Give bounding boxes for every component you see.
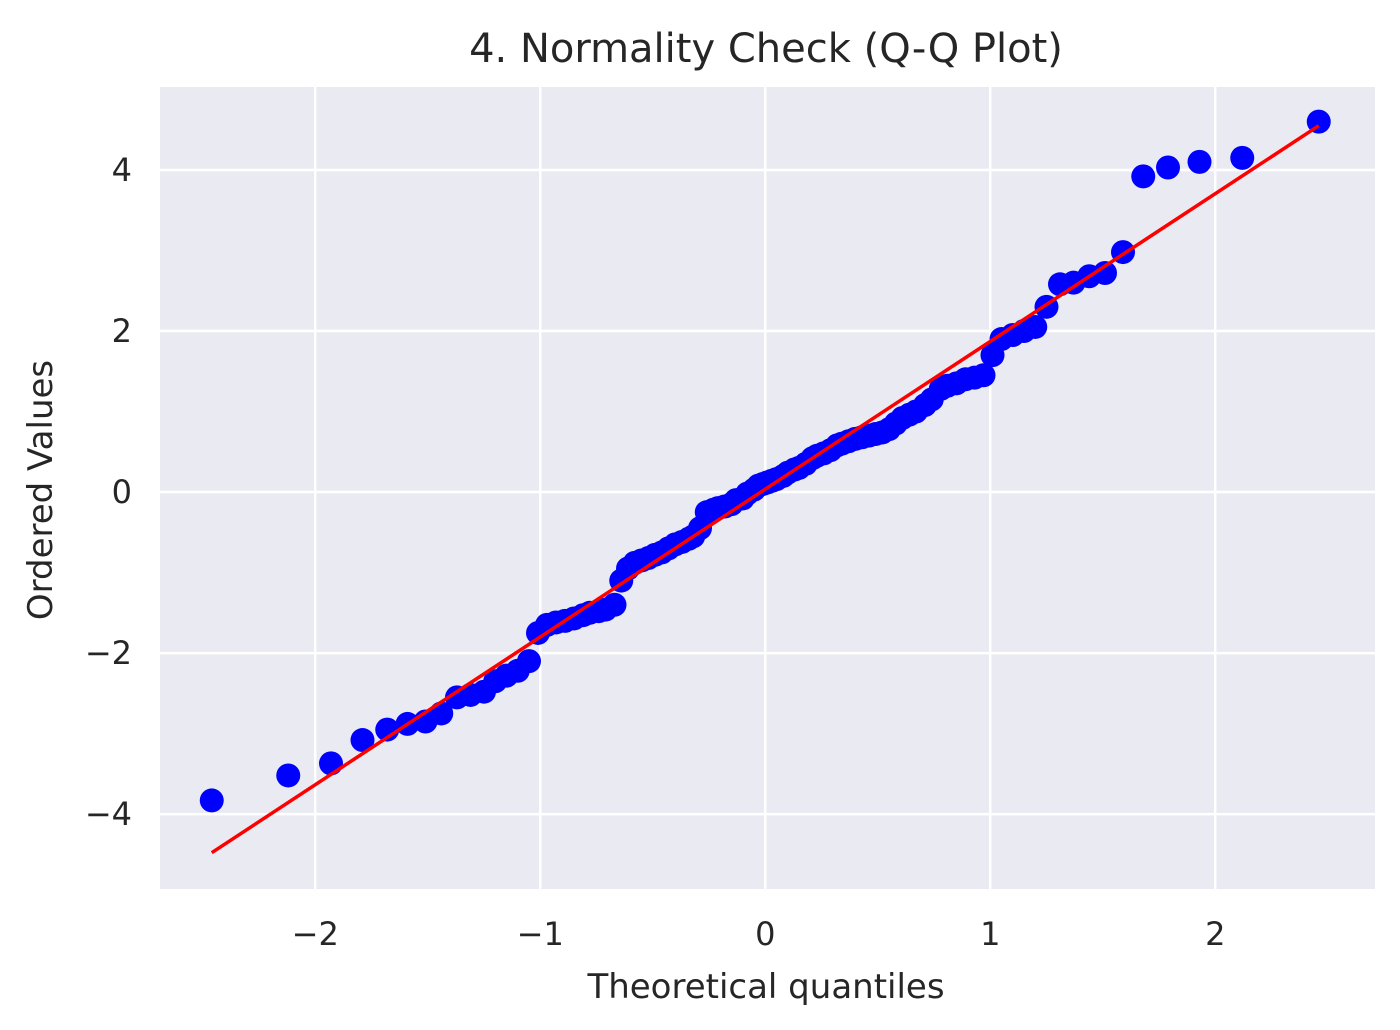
y-axis-label: Ordered Values: [21, 360, 61, 620]
x-tick-label: 2: [1205, 915, 1225, 953]
data-point: [1187, 149, 1212, 174]
data-point: [1156, 155, 1180, 180]
y-tick-labels: −4 −2 0 2 4: [85, 151, 132, 833]
x-tick-label: −1: [517, 915, 564, 953]
data-point: [1023, 314, 1048, 339]
y-tick-label: −2: [85, 634, 132, 672]
x-tick-label: 1: [980, 915, 1000, 953]
data-point: [199, 788, 224, 813]
y-tick-label: −4: [85, 795, 132, 833]
x-tick-label: −2: [292, 915, 339, 953]
y-tick-label: 4: [112, 151, 132, 189]
fit-line: [210, 124, 1320, 855]
data-point: [276, 763, 301, 788]
data-point: [1093, 261, 1117, 286]
x-axis-label: Theoretical quantiles: [586, 967, 944, 1007]
y-tick-label: 2: [112, 312, 132, 350]
data-point: [350, 728, 375, 753]
data-point: [602, 592, 627, 617]
y-tick-label: 0: [112, 473, 132, 511]
data-point: [517, 649, 541, 674]
data-point: [319, 751, 343, 776]
data-points: [199, 109, 1331, 813]
x-tick-label: 0: [755, 915, 775, 953]
x-tick-labels: −2 −1 0 1 2: [292, 915, 1226, 953]
data-point: [971, 363, 996, 388]
data-point: [1131, 164, 1156, 189]
chart-title: 4. Normality Check (Q-Q Plot): [469, 26, 1063, 72]
data-point: [1230, 145, 1255, 170]
